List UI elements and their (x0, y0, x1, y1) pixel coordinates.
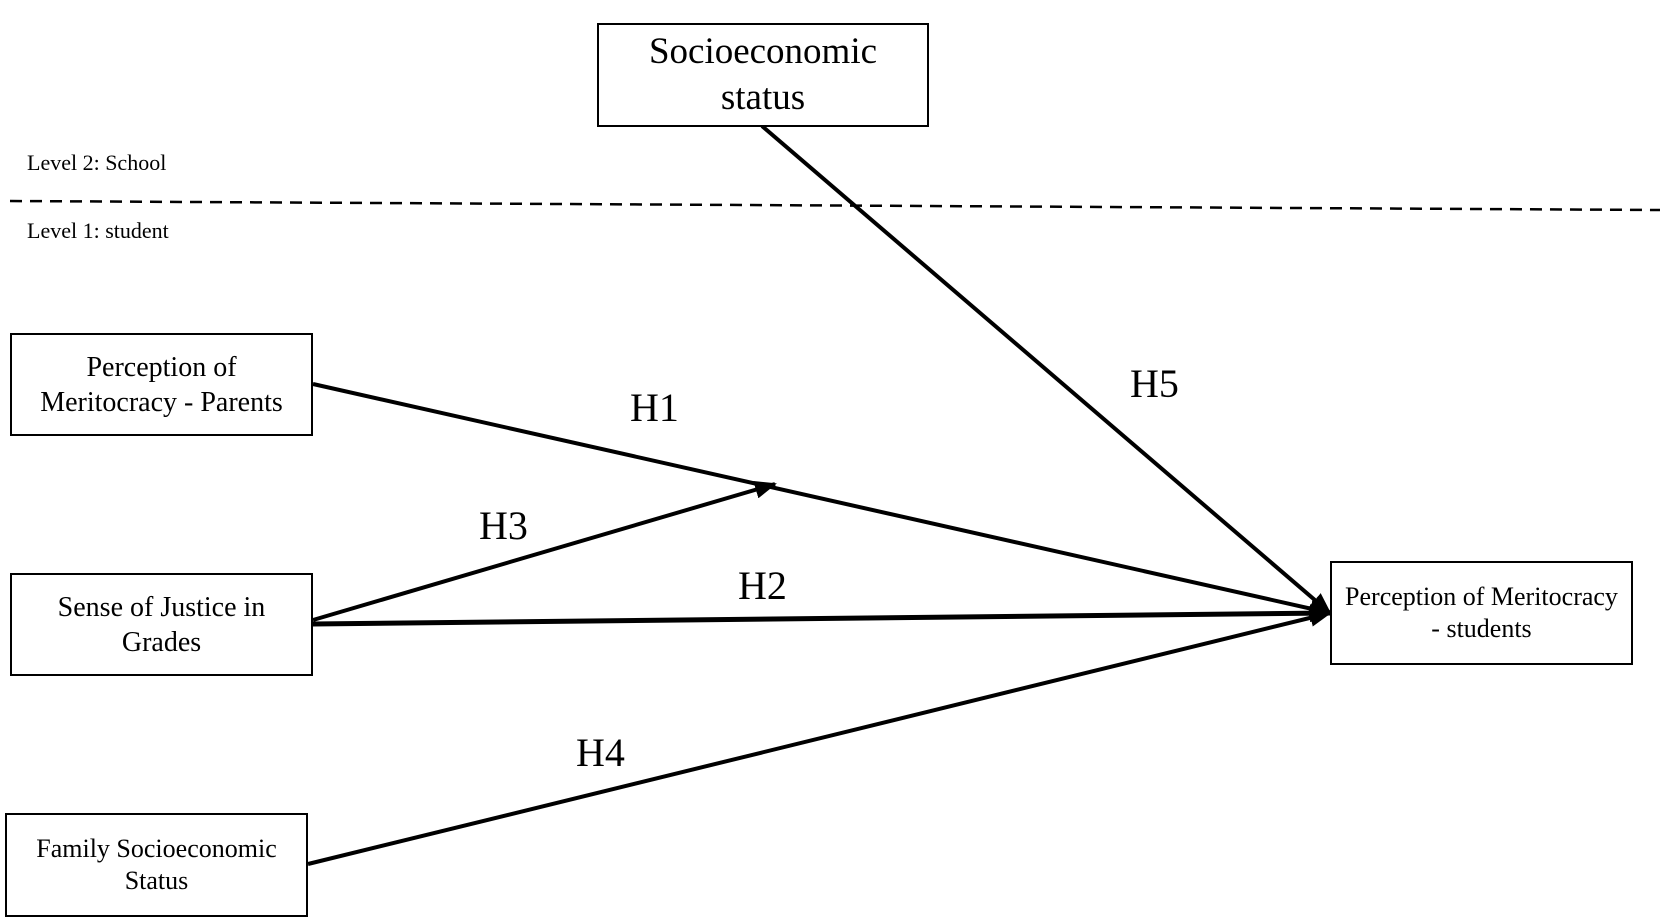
node-students-meritocracy: Perception of Meritocracy - students (1330, 561, 1633, 665)
node-family-ses: Family Socioeconomic Status (5, 813, 308, 917)
level-divider (9, 199, 1661, 212)
node-school-ses-label: Socioeconomic status (648, 30, 878, 118)
node-parents-meritocracy: Perception of Meritocracy - Parents (10, 333, 313, 436)
node-school-socioeconomic-status: Socioeconomic status (597, 23, 929, 127)
edge-h3 (312, 481, 777, 622)
edge-h1 (312, 382, 1332, 618)
hypothesis-h2-label: H2 (738, 563, 787, 608)
edge-h4 (307, 609, 1332, 866)
node-justice-grades: Sense of Justice in Grades (10, 573, 313, 676)
level-1-label: Level 1: student (27, 218, 169, 243)
hypothesis-h5-label: H5 (1130, 361, 1179, 406)
node-parents-meritocracy-label: Perception of Meritocracy - Parents (40, 351, 283, 418)
hypothesis-h1-label: H1 (630, 385, 679, 430)
hypothesis-h4-label: H4 (576, 730, 625, 775)
edge-h5 (760, 124, 1332, 615)
edge-h2 (312, 604, 1332, 627)
node-students-meritocracy-label: Perception of Meritocracy - students (1345, 581, 1618, 644)
node-justice-grades-label: Sense of Justice in Grades (57, 591, 266, 658)
hypothesis-h3-label: H3 (479, 503, 528, 548)
level-2-label: Level 2: School (27, 150, 167, 175)
node-family-ses-label: Family Socioeconomic Status (36, 833, 277, 896)
